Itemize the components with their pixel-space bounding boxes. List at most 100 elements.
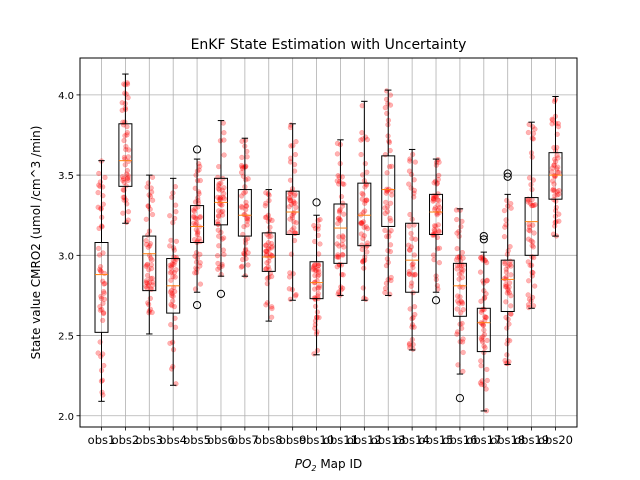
sample-point — [243, 207, 249, 213]
sample-point — [217, 194, 223, 201]
sample-point — [358, 221, 364, 227]
sample-point — [478, 309, 485, 316]
sample-point — [456, 300, 462, 306]
sample-point — [359, 190, 365, 197]
sample-point — [143, 278, 150, 284]
sample-point — [291, 237, 298, 244]
sample-point — [167, 213, 173, 219]
sample-point — [478, 335, 484, 341]
sample-point — [315, 263, 321, 269]
sample-point — [100, 310, 107, 316]
sample-point — [100, 300, 106, 307]
sample-point — [150, 282, 156, 288]
box-iqr — [142, 235, 157, 292]
sample-point — [101, 290, 107, 296]
sample-point — [362, 184, 368, 190]
sample-point — [221, 191, 227, 197]
sample-point — [411, 252, 418, 258]
sample-point — [243, 203, 250, 209]
sample-point — [145, 203, 152, 210]
x-tick-label: obs4 — [159, 433, 187, 447]
sample-point — [503, 266, 509, 272]
box-iqr — [500, 259, 515, 312]
sample-point — [459, 274, 465, 281]
sample-point — [269, 217, 275, 224]
sample-point — [384, 170, 390, 176]
sample-point — [483, 386, 489, 392]
sample-point — [312, 262, 318, 268]
sample-point — [341, 181, 347, 187]
sample-point — [242, 164, 249, 170]
sample-point — [172, 288, 178, 295]
sample-point — [362, 208, 368, 214]
sample-point — [95, 204, 101, 210]
sample-point — [526, 224, 533, 230]
sample-point — [382, 205, 388, 211]
sample-point — [149, 197, 156, 203]
sample-point — [532, 126, 538, 132]
sample-point — [388, 274, 394, 281]
sample-point — [556, 218, 562, 224]
outlier-marker — [431, 296, 441, 305]
sample-point — [193, 259, 200, 265]
sample-point — [214, 253, 221, 259]
sample-point — [460, 368, 466, 375]
sample-point — [286, 229, 293, 236]
sample-point — [168, 322, 174, 328]
sample-point — [194, 216, 200, 222]
sample-point — [239, 138, 245, 145]
sample-point — [288, 143, 294, 149]
sample-point — [432, 178, 439, 185]
sample-point — [170, 273, 176, 280]
sample-point — [460, 336, 466, 342]
sample-point — [97, 263, 104, 270]
sample-point — [193, 227, 199, 233]
sample-point — [482, 294, 488, 301]
sample-point — [483, 314, 489, 321]
sample-point — [317, 216, 323, 223]
sample-point — [530, 222, 536, 228]
sample-point — [382, 105, 388, 111]
x-axis-label: PO2 Map ID — [295, 457, 363, 473]
sample-point — [287, 216, 293, 222]
sample-point — [527, 228, 533, 234]
sample-point — [479, 337, 485, 343]
sample-point — [477, 269, 484, 275]
sample-point — [382, 285, 389, 292]
sample-point — [265, 264, 271, 270]
sample-point — [335, 216, 341, 222]
sample-point — [193, 250, 200, 256]
sample-point — [335, 173, 341, 179]
sample-point — [168, 287, 175, 294]
sample-point — [124, 129, 130, 136]
sample-point — [526, 227, 532, 233]
sample-point — [169, 263, 175, 269]
sample-point — [430, 197, 437, 203]
sample-point — [290, 271, 296, 277]
sample-point — [243, 203, 249, 209]
sample-point — [167, 262, 173, 268]
sample-point — [411, 187, 418, 194]
sample-point — [241, 211, 247, 218]
sample-point — [96, 170, 102, 177]
sample-point — [241, 223, 247, 230]
sample-point — [411, 190, 417, 196]
sample-point — [364, 225, 371, 232]
sample-point — [334, 264, 340, 270]
sample-point — [456, 253, 463, 260]
sample-point — [269, 305, 275, 312]
sample-point — [435, 286, 441, 292]
sample-point — [532, 283, 538, 289]
sample-point — [430, 198, 436, 204]
sample-point — [406, 181, 412, 187]
x-tick-label: obs12 — [347, 433, 382, 447]
box-iqr — [237, 189, 252, 237]
sample-point — [482, 313, 488, 320]
sample-point — [383, 199, 389, 205]
sample-point — [238, 264, 245, 270]
sample-point — [359, 130, 365, 136]
sample-point — [551, 187, 558, 194]
x-tick-label: obs3 — [135, 433, 163, 447]
sample-point — [172, 184, 179, 190]
sample-point — [387, 92, 394, 98]
